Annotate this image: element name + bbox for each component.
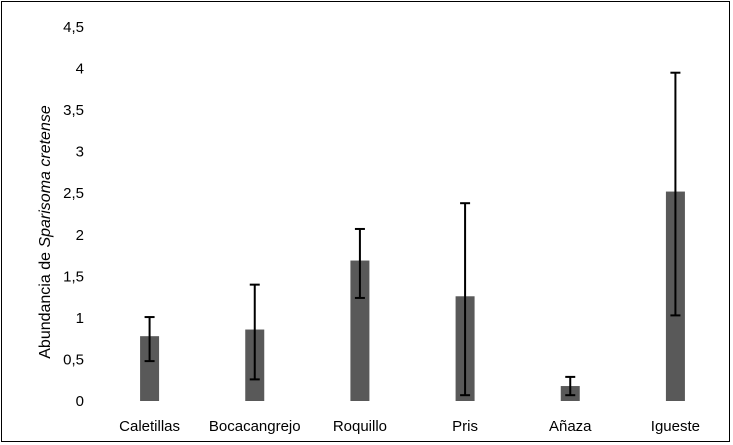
error-bar: [460, 202, 471, 397]
y-tick-label: 3,5: [63, 102, 84, 119]
error-bar: [565, 375, 576, 397]
x-tick-label: Roquillo: [333, 418, 387, 435]
x-tick-label: Igueste: [651, 418, 700, 435]
bar: [140, 336, 160, 401]
y-tick-label: 3: [76, 144, 84, 161]
y-tick-label: 0: [76, 393, 84, 410]
error-bar: [670, 71, 681, 317]
y-axis-ticks: 0 0,5 1 1,5 2 2,5 3 3,5 4 4,5: [63, 19, 84, 410]
y-tick-label: 0,5: [63, 351, 84, 368]
bar: [350, 260, 370, 401]
y-tick-label: 1,5: [63, 268, 84, 285]
y-tick-label: 2,5: [63, 185, 84, 202]
x-axis-labels: Caletillas Bocacangrejo Roquillo Pris Añaza I…: [119, 418, 700, 435]
x-tick-label: Pris: [452, 418, 478, 435]
x-tick-label: Caletillas: [119, 418, 180, 435]
y-axis-label-prefix: Abundancia de: [37, 248, 54, 359]
y-tick-label: 2: [76, 227, 84, 244]
error-bar: [144, 316, 155, 363]
y-tick-label: 4: [76, 61, 84, 78]
error-bar: [354, 227, 365, 299]
bars: [140, 191, 685, 401]
error-bars: [144, 71, 681, 397]
y-axis-label-species: Sparisoma cretense: [37, 105, 54, 247]
x-tick-label: Bocacangrejo: [209, 418, 301, 435]
y-tick-label: 1: [76, 310, 84, 327]
x-tick-label: Añaza: [549, 418, 592, 435]
y-axis-label: Abundancia de Sparisoma cretense: [37, 105, 54, 359]
error-bar: [249, 283, 260, 381]
y-tick-label: 4,5: [63, 19, 84, 36]
